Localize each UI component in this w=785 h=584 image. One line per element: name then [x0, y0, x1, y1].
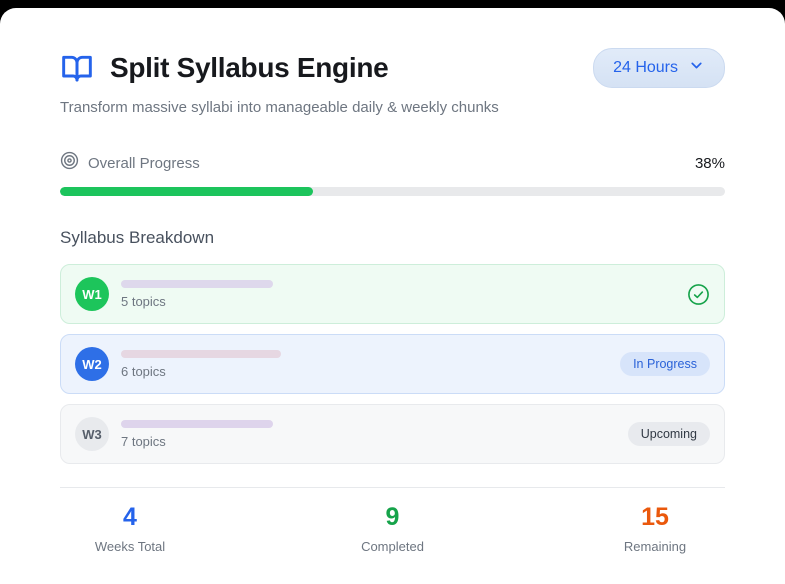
header: Split Syllabus Engine 24 Hours — [60, 48, 725, 88]
week-avatar: W2 — [75, 347, 109, 381]
topics-count: 5 topics — [121, 293, 166, 309]
week-avatar: W1 — [75, 277, 109, 311]
stat-label: Remaining — [623, 539, 687, 554]
stats-row: 4 Weeks Total 9 Completed 15 Remaining — [60, 487, 725, 554]
progress-bar-track — [60, 187, 725, 196]
progress-label: Overall Progress — [88, 154, 200, 172]
topic-skeleton-bar — [121, 419, 273, 428]
book-open-icon — [60, 52, 94, 84]
overall-progress-section: Overall Progress 38% — [60, 151, 725, 196]
stat-value: 4 — [123, 503, 137, 531]
title-group: Split Syllabus Engine — [60, 52, 389, 84]
time-filter-label: 24 Hours — [613, 59, 678, 76]
page-title: Split Syllabus Engine — [110, 52, 389, 83]
week-list: W1 5 topics W2 6 topics In Progress W3 — [60, 264, 725, 464]
time-filter-dropdown[interactable]: 24 Hours — [593, 48, 725, 88]
week-row-w3[interactable]: W3 7 topics Upcoming — [60, 404, 725, 464]
stat-completed: 9 Completed — [323, 503, 463, 554]
breakdown-heading: Syllabus Breakdown — [60, 228, 215, 247]
week-row-w1[interactable]: W1 5 topics — [60, 264, 725, 324]
stat-value: 9 — [385, 503, 400, 531]
progress-percent: 38% — [694, 154, 725, 172]
topics-count: 6 topics — [121, 363, 166, 379]
target-icon — [60, 151, 79, 175]
stat-label: Completed — [361, 539, 424, 554]
stat-weeks-total: 4 Weeks Total — [60, 503, 200, 554]
topic-skeleton-bar — [121, 349, 281, 358]
status-badge: In Progress — [620, 352, 710, 376]
check-circle-icon — [687, 283, 710, 306]
topic-skeleton-bar — [121, 279, 273, 288]
chevron-down-icon — [688, 57, 705, 79]
stat-value: 15 — [641, 503, 669, 531]
status-badge: Upcoming — [627, 422, 710, 446]
topics-count: 7 topics — [121, 433, 166, 449]
week-avatar: W3 — [75, 417, 109, 451]
page-subtitle: Transform massive syllabi into manageabl… — [60, 99, 499, 116]
stat-label: Weeks Total — [94, 539, 166, 554]
stat-remaining: 15 Remaining — [585, 503, 725, 554]
progress-fill — [60, 187, 313, 196]
syllabus-engine-card: Split Syllabus Engine 24 Hours Transform… — [0, 8, 785, 584]
week-row-w2[interactable]: W2 6 topics In Progress — [60, 334, 725, 394]
